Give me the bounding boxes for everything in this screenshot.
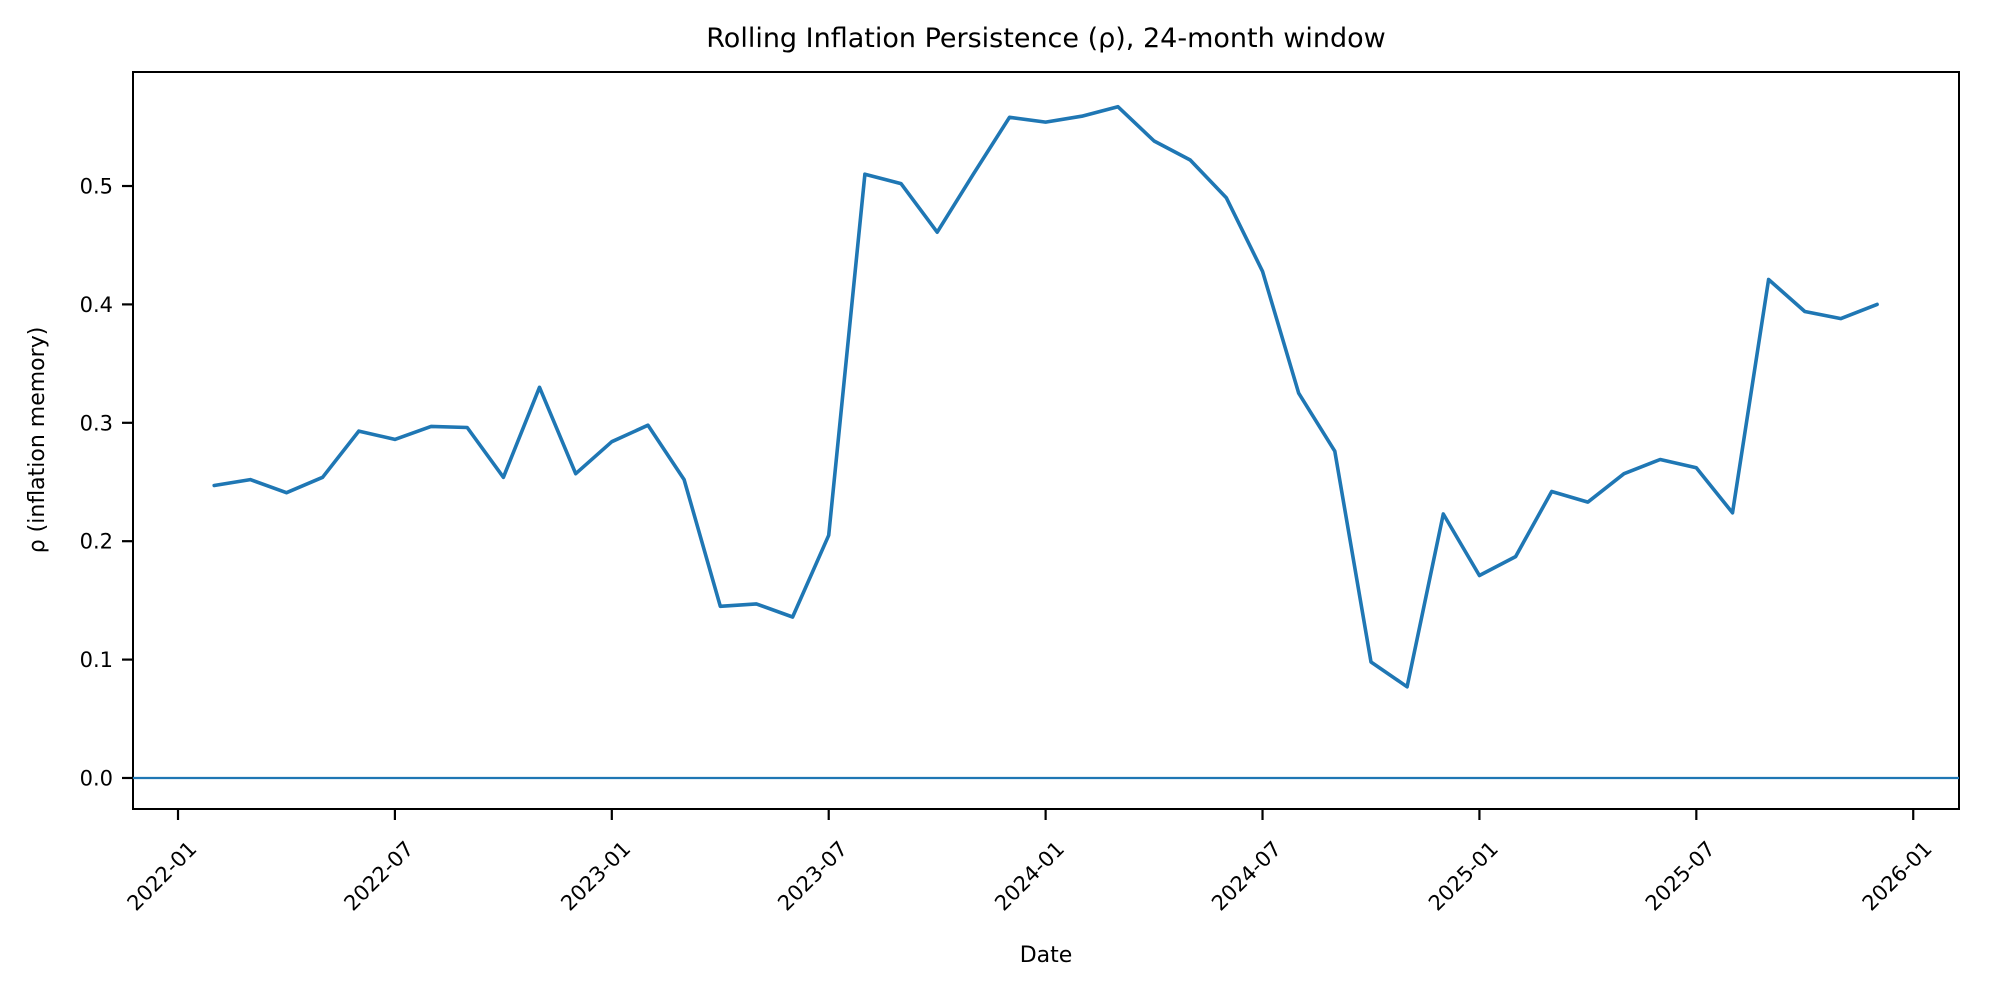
series-line-rolling-rho-24m xyxy=(212,104,1879,689)
x-tick-label: 2023-01 xyxy=(556,837,635,916)
x-tick-label: 2023-07 xyxy=(773,837,852,916)
y-tick-label: 0.1 xyxy=(80,648,113,672)
y-tick-label: 0.5 xyxy=(80,175,113,199)
x-tick-label: 2024-07 xyxy=(1207,837,1286,916)
x-axis-label: Date xyxy=(1020,943,1073,968)
y-tick-label: 0.4 xyxy=(80,293,113,317)
series-group xyxy=(212,104,1879,689)
chart-title: Rolling Inflation Persistence (ρ), 24-mo… xyxy=(706,23,1385,54)
y-axis-label: ρ (inflation memory) xyxy=(25,327,50,554)
plot-spines xyxy=(132,71,1960,810)
x-axis-ticks: 2022-01 2022-07 2023-01 2023-07 2024-01 2024-… xyxy=(123,809,1937,916)
y-tick-label: 0.2 xyxy=(80,530,113,554)
y-tick-label: 0.0 xyxy=(80,766,113,790)
x-tick-label: 2026-01 xyxy=(1858,837,1937,916)
x-tick-label: 2022-07 xyxy=(339,837,418,916)
x-tick-label: 2025-01 xyxy=(1424,837,1503,916)
x-tick-label: 2022-01 xyxy=(123,837,202,916)
x-tick-label: 2024-01 xyxy=(990,837,1069,916)
y-axis-ticks: 0.0 0.1 0.2 0.3 0.4 0.5 xyxy=(80,175,133,790)
x-tick-label: 2025-07 xyxy=(1641,837,1720,916)
y-tick-label: 0.3 xyxy=(80,411,113,435)
